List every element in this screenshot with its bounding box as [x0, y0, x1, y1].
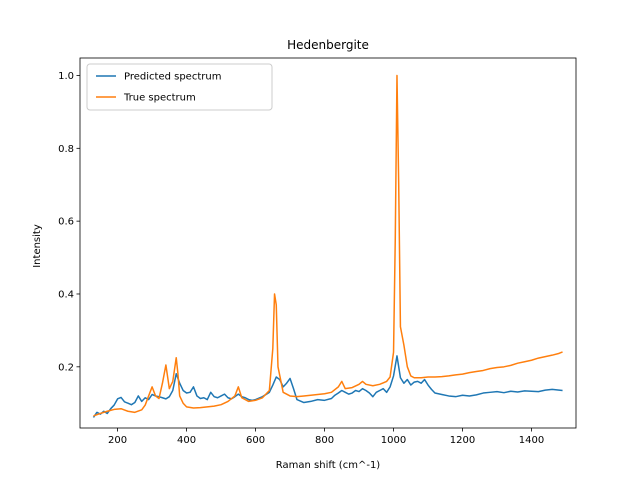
legend-label-true-spectrum: True spectrum: [123, 93, 196, 104]
x-axis-label: Raman shift (cm^-1): [276, 460, 381, 471]
x-tick-label: 800: [315, 435, 334, 446]
series-line-true-spectrum: [93, 74, 563, 417]
x-tick-label: 200: [108, 435, 127, 446]
axes: 200 400 600 800 1000 1200 1400 0.2 0.4 0.6 0.8 1.0: [58, 57, 577, 446]
x-tick-label: 1200: [450, 435, 475, 446]
x-tick-label: 1000: [381, 435, 406, 446]
chart-title: Hedenbergite: [287, 38, 369, 52]
x-tick-label: 600: [246, 435, 265, 446]
y-tick-label: 0.2: [58, 362, 74, 373]
y-tick-label: 0.8: [58, 144, 74, 155]
legend-label-predicted-spectrum: Predicted spectrum: [124, 72, 221, 83]
x-tick-label: 1400: [519, 435, 544, 446]
axes-frame: [79, 57, 577, 429]
x-tick-label: 400: [177, 435, 196, 446]
legend-box: [86, 63, 273, 111]
y-axis-label: Intensity: [32, 224, 43, 268]
plot-area: [92, 74, 563, 418]
y-tick-label: 1.0: [58, 71, 74, 82]
legend: Predicted spectrum True spectrum: [86, 63, 273, 111]
y-tick-label: 0.6: [58, 217, 74, 228]
y-tick-label: 0.4: [58, 289, 74, 300]
